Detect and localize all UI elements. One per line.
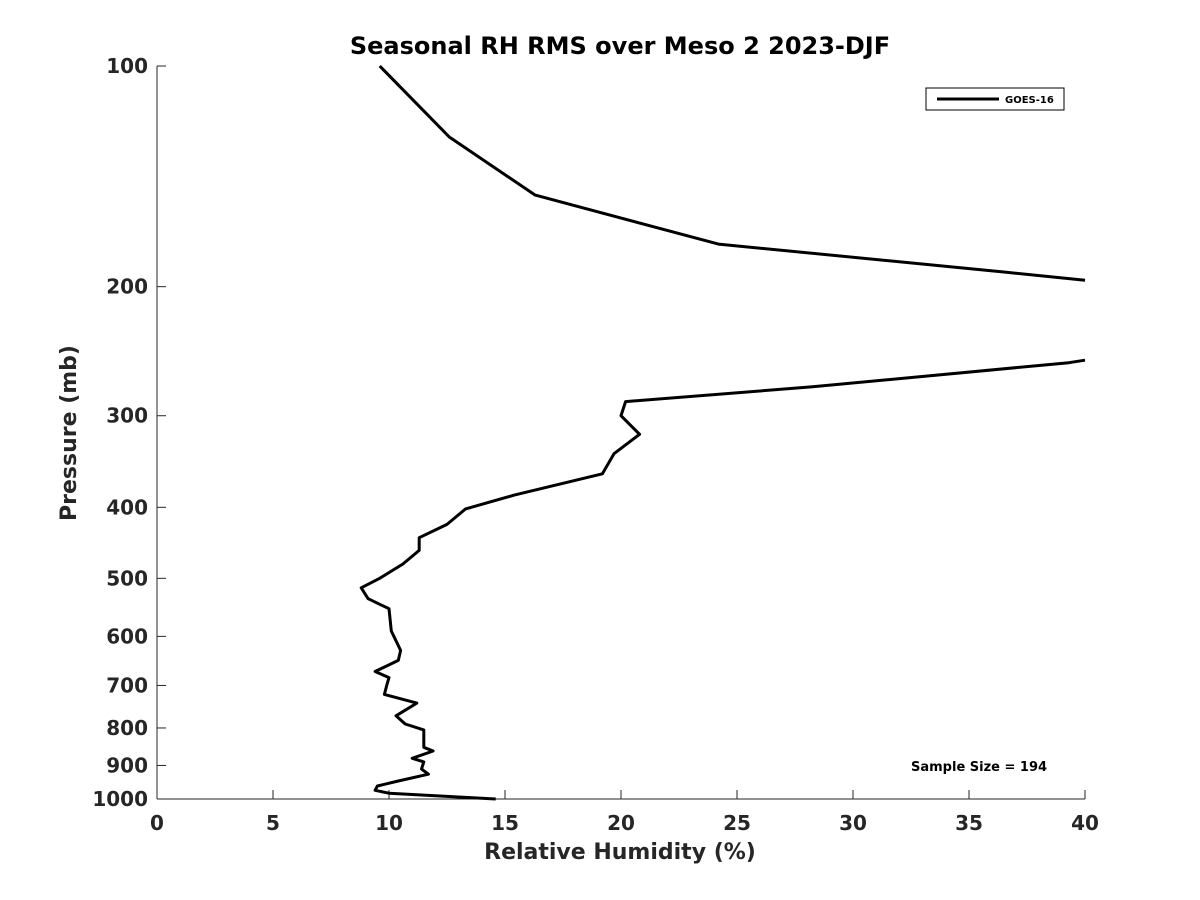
- tick-labels: 0 5 10 15 20 25 30 35 40 100 200 300 400 500 600 700 800…: [92, 54, 1099, 835]
- sample-size-annotation: Sample Size = 194: [911, 760, 1047, 775]
- x-tick-label: 40: [1071, 811, 1099, 835]
- y-tick-label: 500: [106, 566, 148, 590]
- y-tick-label: 600: [106, 624, 148, 648]
- x-tick-label: 20: [607, 811, 635, 835]
- x-tick-label: 15: [491, 811, 519, 835]
- x-tick-label: 10: [375, 811, 403, 835]
- legend-label-goes-16: GOES-16: [1005, 95, 1054, 106]
- y-tick-label: 400: [106, 495, 148, 519]
- x-axis-label: Relative Humidity (%): [484, 840, 756, 865]
- y-axis-label: Pressure (mb): [57, 345, 82, 521]
- y-tick-label: 800: [106, 716, 148, 740]
- chart-title: Seasonal RH RMS over Meso 2 2023-DJF: [350, 32, 890, 60]
- x-tick-label: 30: [839, 811, 867, 835]
- x-tick-label: 0: [150, 811, 164, 835]
- legend: GOES-16: [925, 87, 1065, 111]
- x-tick-label: 25: [723, 811, 751, 835]
- series-line-goes-16: [359, 64, 1086, 801]
- x-tick-label: 35: [955, 811, 983, 835]
- series-lines: [359, 64, 1086, 801]
- y-tick-label: 900: [106, 753, 148, 777]
- y-tick-label: 200: [106, 275, 148, 299]
- y-tick-label: 700: [106, 673, 148, 697]
- y-tick-label: 300: [106, 404, 148, 428]
- y-tick-label: 1000: [92, 787, 148, 811]
- axes: [156, 65, 1086, 800]
- x-tick-label: 5: [266, 811, 280, 835]
- y-tick-label: 100: [106, 54, 148, 78]
